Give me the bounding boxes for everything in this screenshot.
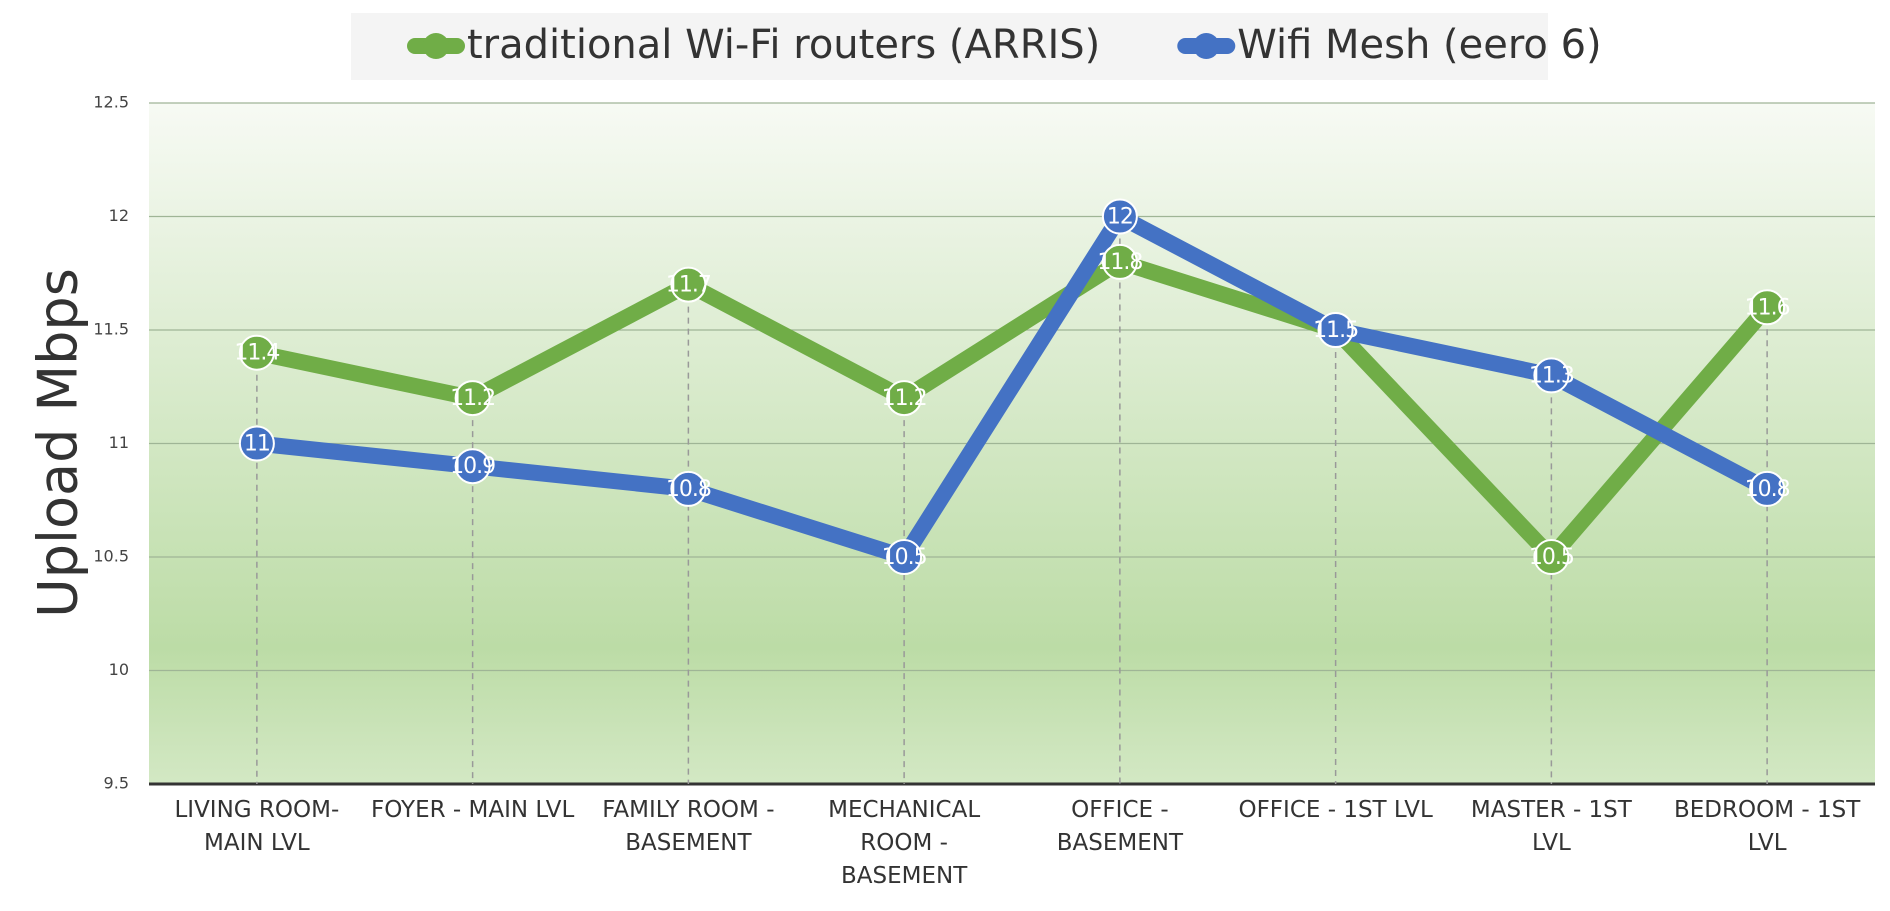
y-tick-label: 12.5 (93, 93, 129, 112)
x-tick-label: MECHANICAL ROOM - BASEMENT (828, 797, 981, 889)
point (1101, 198, 1138, 235)
data-label: 10.5 (1529, 545, 1574, 570)
y-tick-label: 12 (109, 206, 129, 225)
data-label: 11.8 (1097, 250, 1142, 275)
y-tick-label: 11.5 (93, 320, 129, 339)
point (670, 470, 707, 507)
data-label: 12 (1107, 205, 1133, 230)
x-tick-label: BEDROOM - 1ST LVL (1673, 797, 1861, 856)
point (1101, 243, 1138, 280)
y-axis-title: Upload Mbps (27, 268, 90, 618)
point (1317, 312, 1354, 348)
data-label: 11.6 (1745, 295, 1790, 320)
point (454, 380, 491, 417)
data-label: 11 (244, 432, 270, 457)
point (454, 448, 491, 485)
data-label: 11.7 (666, 273, 711, 298)
point (1749, 470, 1786, 507)
series-line (256, 208, 1771, 565)
y-tick-label: 10 (109, 660, 129, 679)
point (1533, 357, 1570, 394)
data-label: 11.2 (450, 386, 495, 411)
series-line (255, 253, 1774, 565)
data-label: 11.2 (882, 386, 927, 411)
legend-label: Wifi Mesh (eero 6) (1237, 22, 1601, 68)
data-label: 11.3 (1529, 363, 1574, 388)
point (1533, 539, 1570, 575)
data-label: 10.8 (666, 477, 711, 502)
point (238, 334, 275, 371)
x-tick-label: MASTER - 1ST LVL (1470, 797, 1632, 856)
point (1749, 289, 1786, 326)
legend-marker (1193, 33, 1220, 59)
data-label: 11.4 (234, 341, 279, 366)
point (886, 539, 923, 575)
x-tick-label: LIVING ROOM- MAIN LVL (174, 797, 340, 856)
point (238, 425, 275, 462)
x-tick-label: OFFICE - BASEMENT (1056, 797, 1184, 856)
y-tick-label: 10.5 (93, 547, 129, 566)
legend-label: traditional Wi-Fi routers (ARRIS) (467, 22, 1100, 68)
data-label: 10.8 (1745, 477, 1790, 502)
data-label: 11.5 (1313, 318, 1358, 343)
y-tick-label: 9.5 (104, 774, 129, 793)
x-tick-label: OFFICE - 1ST LVL (1238, 797, 1433, 823)
point (886, 380, 923, 417)
data-label: 10.9 (450, 454, 495, 479)
y-tick-label: 11 (109, 433, 129, 452)
legend-marker (423, 33, 449, 59)
point (670, 266, 707, 303)
x-tick-label: FOYER - MAIN LVL (370, 797, 575, 823)
x-tick-label: FAMILY ROOM - BASEMENT (602, 797, 775, 856)
legend-box (351, 13, 1548, 80)
data-label: 10.5 (882, 545, 927, 570)
